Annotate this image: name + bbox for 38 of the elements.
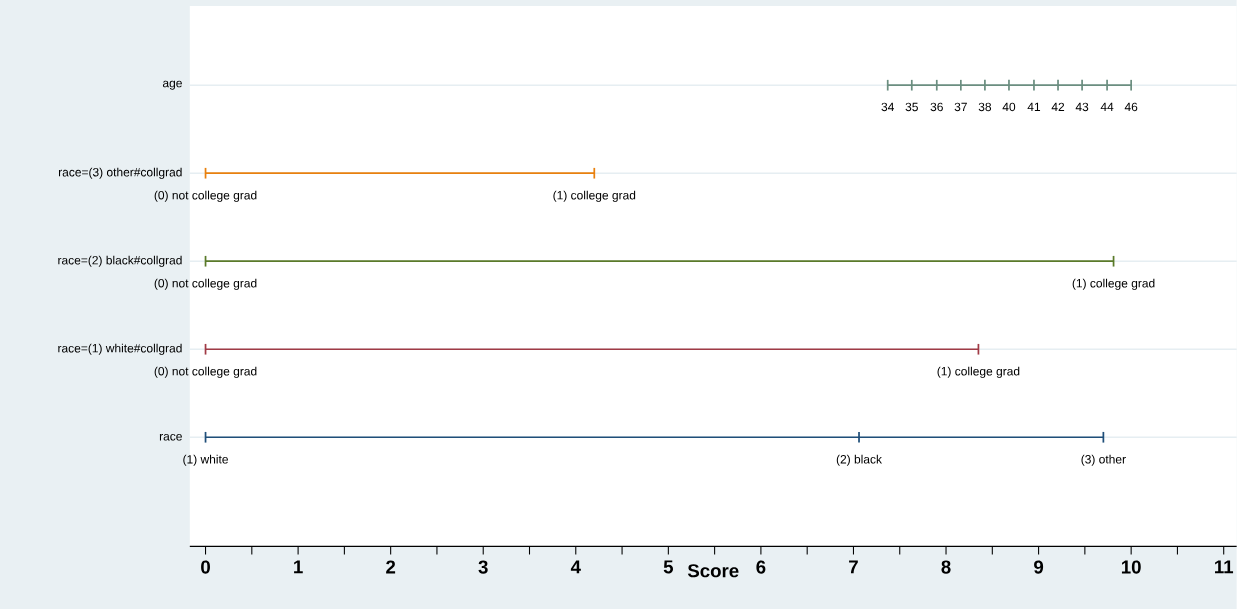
x-tick-label: 9 (1034, 560, 1044, 574)
annotation: 36 (930, 102, 943, 111)
annotation: 44 (1100, 102, 1114, 111)
x-tick-label: 4 (570, 560, 581, 574)
y-tick-label: age (162, 80, 182, 90)
x-tick-label: 8 (941, 560, 951, 574)
x-tick-label: 0 (201, 560, 210, 574)
x-tick-label: 7 (849, 560, 858, 574)
annotation: 38 (978, 102, 992, 111)
x-axis-title: Score (687, 563, 739, 578)
annotation: (1) college grad (553, 190, 636, 202)
annotation: (3) other (1081, 454, 1126, 466)
annotation: 42 (1051, 102, 1065, 111)
y-tick-label: race=(2) black#collgrad (58, 255, 182, 267)
annotation: (0) not college grad (154, 278, 257, 290)
y-tick-label: race (159, 433, 182, 441)
annotation: (0) not college grad (154, 366, 257, 378)
x-tick-label: 11 (1215, 560, 1234, 574)
annotation: 35 (905, 102, 918, 111)
x-tick-label: 6 (756, 560, 766, 574)
annotation: (1) college grad (1072, 278, 1155, 290)
x-tick-label: 10 (1121, 560, 1141, 574)
annotation: 46 (1124, 102, 1138, 111)
y-tick-label: race=(3) other#collgrad (58, 167, 182, 179)
x-tick-label: 3 (478, 560, 488, 574)
y-tick-label: race=(1) white#collgrad (58, 343, 182, 355)
annotation: 43 (1075, 102, 1089, 111)
x-tick-label: 5 (663, 560, 674, 574)
annotation: (1) college grad (937, 366, 1020, 378)
annotation: 40 (1002, 102, 1016, 111)
x-tick-label: 2 (386, 560, 396, 574)
annotation: (1) white (183, 454, 228, 466)
annotation: 37 (954, 102, 967, 111)
x-tick-label: 1 (294, 560, 303, 574)
annotation: 41 (1027, 102, 1041, 111)
annotation: 34 (881, 102, 895, 111)
annotation: (0) not college grad (154, 190, 257, 202)
annotation: (2) black (836, 454, 883, 466)
